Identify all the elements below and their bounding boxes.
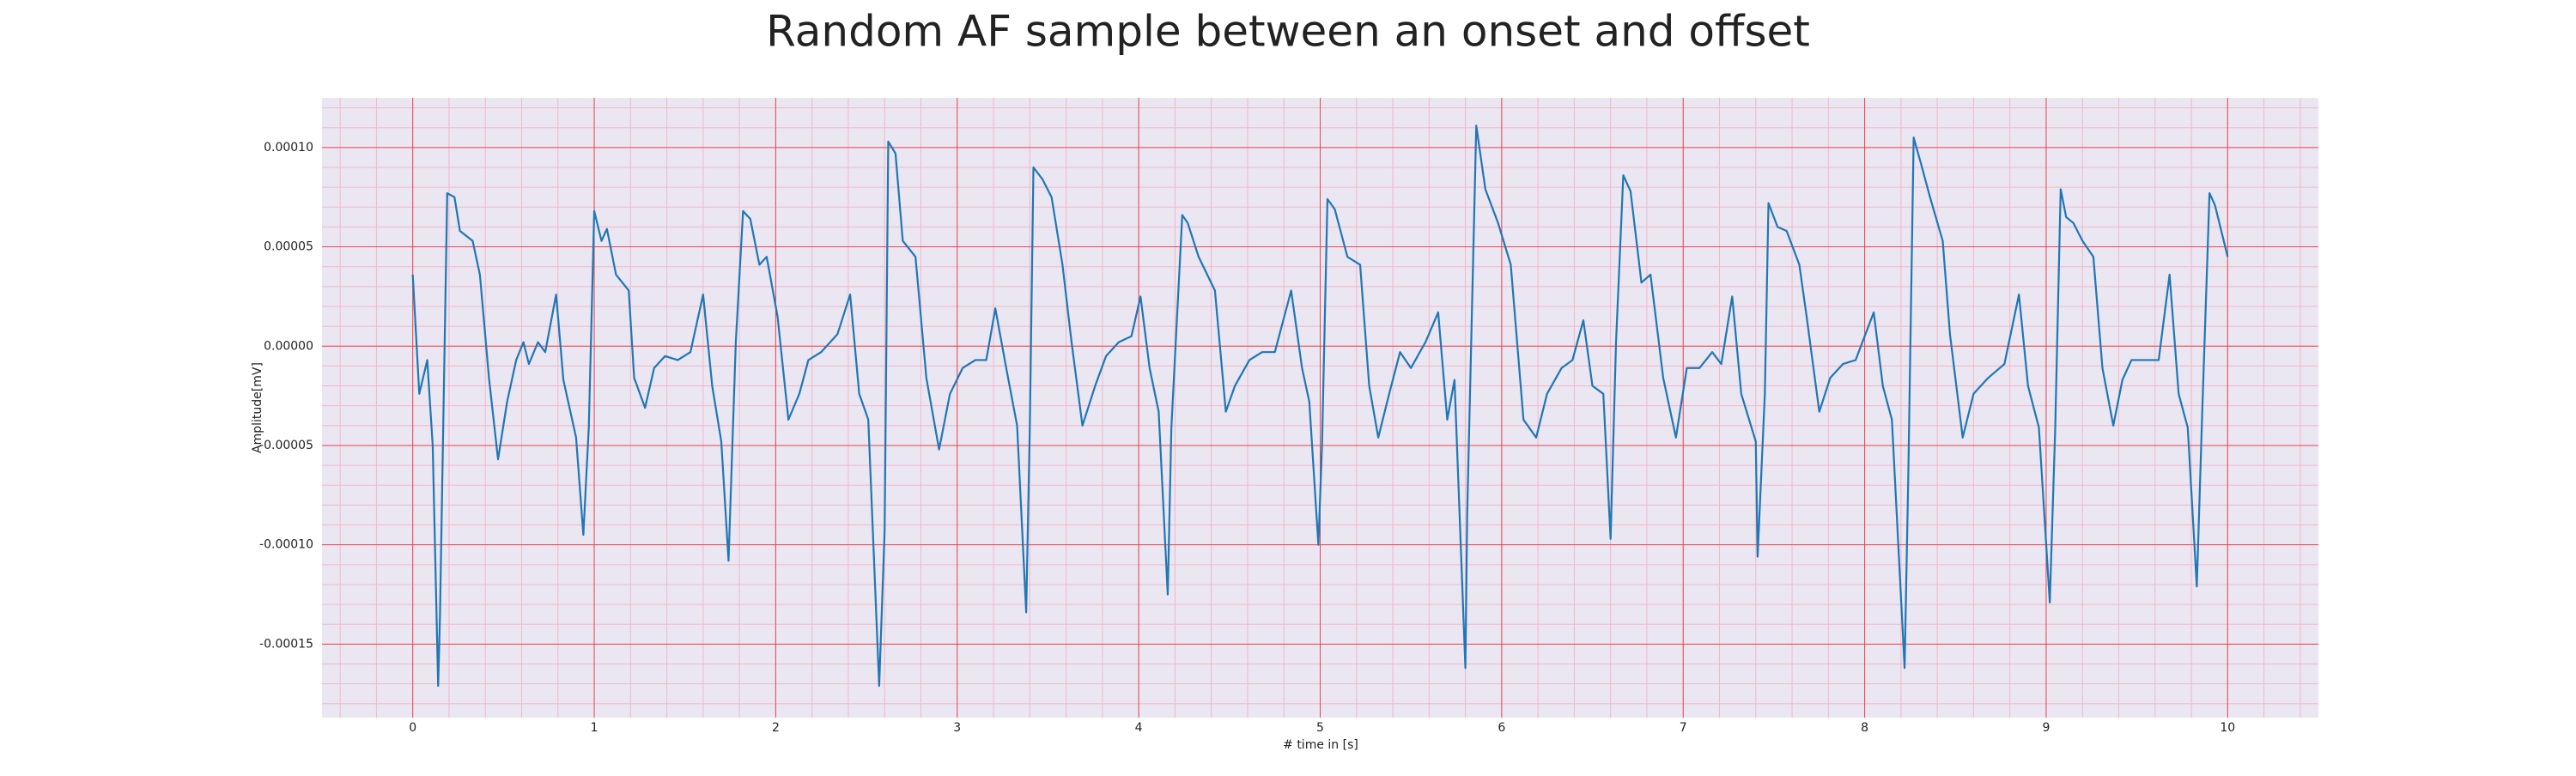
x-tick-label: 4 (1135, 721, 1143, 735)
x-tick-label: 0 (409, 721, 416, 735)
signal-line (411, 124, 2229, 688)
x-tick-label: 3 (953, 721, 961, 735)
y-tick-label: -0.00010 (259, 538, 313, 552)
x-tick-label: 6 (1498, 721, 1505, 735)
x-tick-label: 7 (1680, 721, 1687, 735)
x-tick-label: 1 (591, 721, 598, 735)
x-tick-label: 8 (1861, 721, 1868, 735)
y-axis-label: Amplitude[mV] (251, 362, 264, 453)
y-tick-label: -0.00005 (259, 439, 313, 452)
y-tick-label: 0.00005 (264, 240, 313, 254)
x-tick-label: 10 (2220, 721, 2235, 735)
x-tick-label: 2 (772, 721, 780, 735)
chart-title: Random AF sample between an onset and of… (766, 7, 1810, 57)
x-axis-label: # time in [s] (1283, 738, 1358, 752)
x-tick-label: 5 (1316, 721, 1324, 735)
y-tick-label: 0.00010 (264, 141, 313, 155)
x-tick-label: 9 (2042, 721, 2050, 735)
y-tick-label: 0.00000 (264, 339, 313, 353)
y-tick-label: -0.00015 (259, 637, 313, 651)
